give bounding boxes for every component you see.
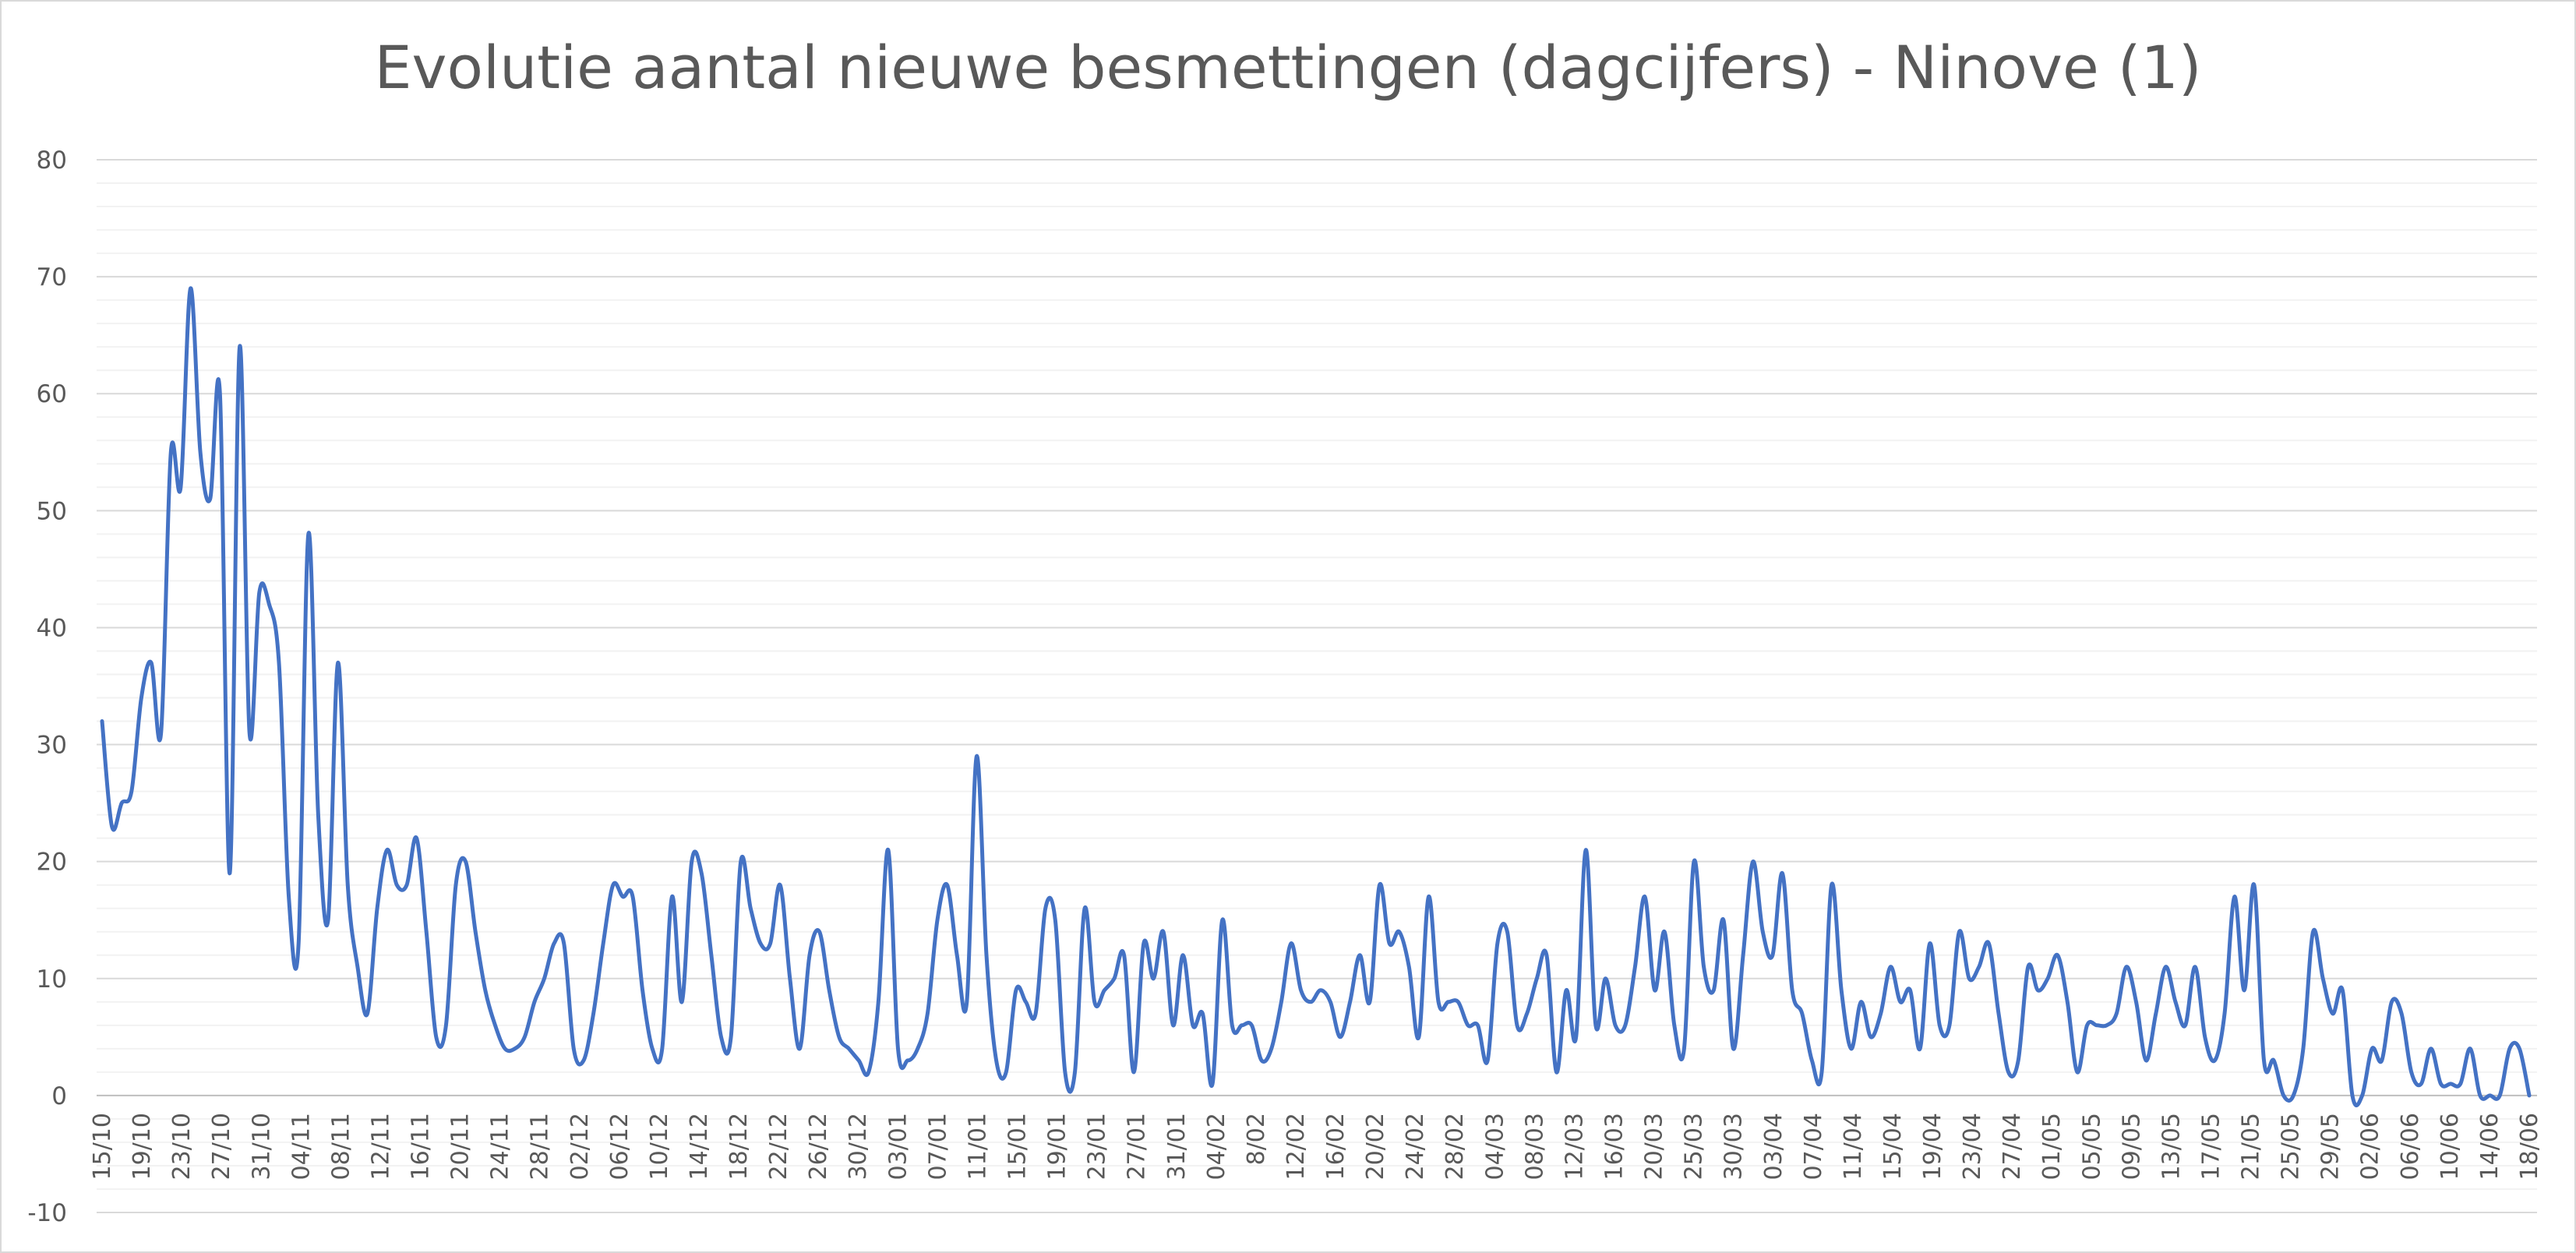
x-tick-label: 14/06: [2476, 1113, 2504, 1180]
x-tick-label: 14/12: [686, 1113, 713, 1180]
x-tick-label: 03/01: [884, 1113, 912, 1180]
x-tick-label: 24/11: [487, 1113, 514, 1180]
y-tick-label: 80: [37, 146, 67, 175]
x-tick-label: 04/11: [288, 1113, 315, 1180]
x-tick-label: 23/04: [1959, 1113, 1986, 1180]
x-tick-label: 10/12: [646, 1113, 673, 1180]
x-tick-label: 08/11: [327, 1113, 355, 1180]
y-tick-label: -10: [27, 1199, 67, 1227]
x-tick-label: 27/04: [1999, 1113, 2026, 1180]
x-tick-label: 25/03: [1681, 1113, 1708, 1180]
x-tick-label: 06/06: [2397, 1113, 2424, 1180]
x-tick-label: 23/10: [168, 1113, 196, 1180]
x-tick-label: 12/11: [368, 1113, 395, 1180]
y-tick-label: 50: [37, 497, 67, 525]
chart-title: Evolutie aantal nieuwe besmettingen (dag…: [374, 33, 2202, 102]
x-tick-label: 16/02: [1322, 1113, 1350, 1180]
x-tick-label: 16/03: [1601, 1113, 1629, 1180]
x-tick-label: 11/01: [964, 1113, 991, 1180]
x-tick-label: 02/06: [2357, 1113, 2384, 1180]
x-tick-label: 19/04: [1919, 1113, 1946, 1180]
x-tick-label: 08/03: [1521, 1113, 1548, 1180]
x-tick-label: 27/10: [208, 1113, 235, 1180]
series-layer: [100, 286, 2532, 1107]
x-axis-tick-labels: 15/10 19/10 23/10 27/10 31/10 04/11 08/11 12/11…: [89, 1113, 2543, 1181]
x-tick-label: 8/02: [1243, 1113, 1270, 1165]
x-tick-label: 17/05: [2198, 1113, 2225, 1180]
series-line: [100, 286, 2532, 1107]
y-axis-tick-labels: -10 0 10 20 30 40 50 60 70 80: [27, 146, 67, 1227]
x-tick-label: 18/06: [2516, 1113, 2543, 1180]
x-tick-label: 03/04: [1760, 1113, 1787, 1180]
x-tick-label: 19/10: [129, 1113, 156, 1180]
x-tick-label: 20/02: [1362, 1113, 1389, 1180]
x-tick-label: 07/04: [1800, 1113, 1827, 1180]
x-tick-label: 16/11: [408, 1113, 435, 1180]
x-tick-label: 23/01: [1084, 1113, 1111, 1180]
x-tick-label: 28/11: [527, 1113, 554, 1180]
x-tick-label: 20/03: [1641, 1113, 1668, 1180]
x-tick-label: 21/05: [2238, 1113, 2265, 1180]
x-tick-label: 31/10: [248, 1113, 275, 1180]
x-tick-label: 19/01: [1044, 1113, 1071, 1180]
x-tick-label: 30/03: [1720, 1113, 1748, 1180]
x-tick-label: 02/12: [566, 1113, 594, 1180]
x-tick-label: 22/12: [765, 1113, 792, 1180]
y-tick-label: 30: [37, 732, 67, 760]
x-tick-label: 10/06: [2437, 1113, 2464, 1180]
x-tick-label: 09/05: [2118, 1113, 2145, 1180]
x-tick-label: 31/01: [1163, 1113, 1191, 1180]
x-tick-label: 15/01: [1004, 1113, 1032, 1180]
x-tick-label: 24/02: [1402, 1113, 1429, 1180]
y-tick-label: 0: [51, 1082, 67, 1110]
x-tick-label: 15/10: [89, 1113, 116, 1180]
x-tick-label: 15/04: [1879, 1113, 1907, 1180]
y-tick-label: 70: [37, 263, 67, 291]
major-gridlines: [97, 159, 2537, 1213]
y-tick-label: 60: [37, 380, 67, 408]
x-tick-label: 27/01: [1124, 1113, 1151, 1180]
x-tick-label: 28/02: [1442, 1113, 1469, 1180]
x-tick-label: 25/05: [2278, 1113, 2305, 1180]
x-tick-label: 20/11: [447, 1113, 475, 1180]
x-tick-label: 29/05: [2317, 1113, 2345, 1180]
y-tick-label: 20: [37, 849, 67, 877]
x-tick-label: 12/03: [1561, 1113, 1588, 1180]
x-tick-label: 30/12: [845, 1113, 872, 1180]
y-tick-label: 10: [37, 965, 67, 994]
x-tick-label: 26/12: [805, 1113, 832, 1180]
x-tick-label: 04/02: [1203, 1113, 1230, 1180]
minor-gridlines: [97, 182, 2537, 1190]
x-tick-label: 05/05: [2078, 1113, 2105, 1180]
x-tick-label: 01/05: [2038, 1113, 2066, 1180]
x-tick-label: 07/01: [924, 1113, 951, 1180]
x-tick-label: 04/03: [1481, 1113, 1509, 1180]
x-tick-label: 18/12: [725, 1113, 753, 1180]
x-tick-label: 06/12: [606, 1113, 633, 1180]
x-tick-label: 11/04: [1840, 1113, 1867, 1180]
x-tick-label: 12/02: [1283, 1113, 1310, 1180]
x-tick-label: 13/05: [2158, 1113, 2185, 1180]
y-tick-label: 40: [37, 614, 67, 642]
